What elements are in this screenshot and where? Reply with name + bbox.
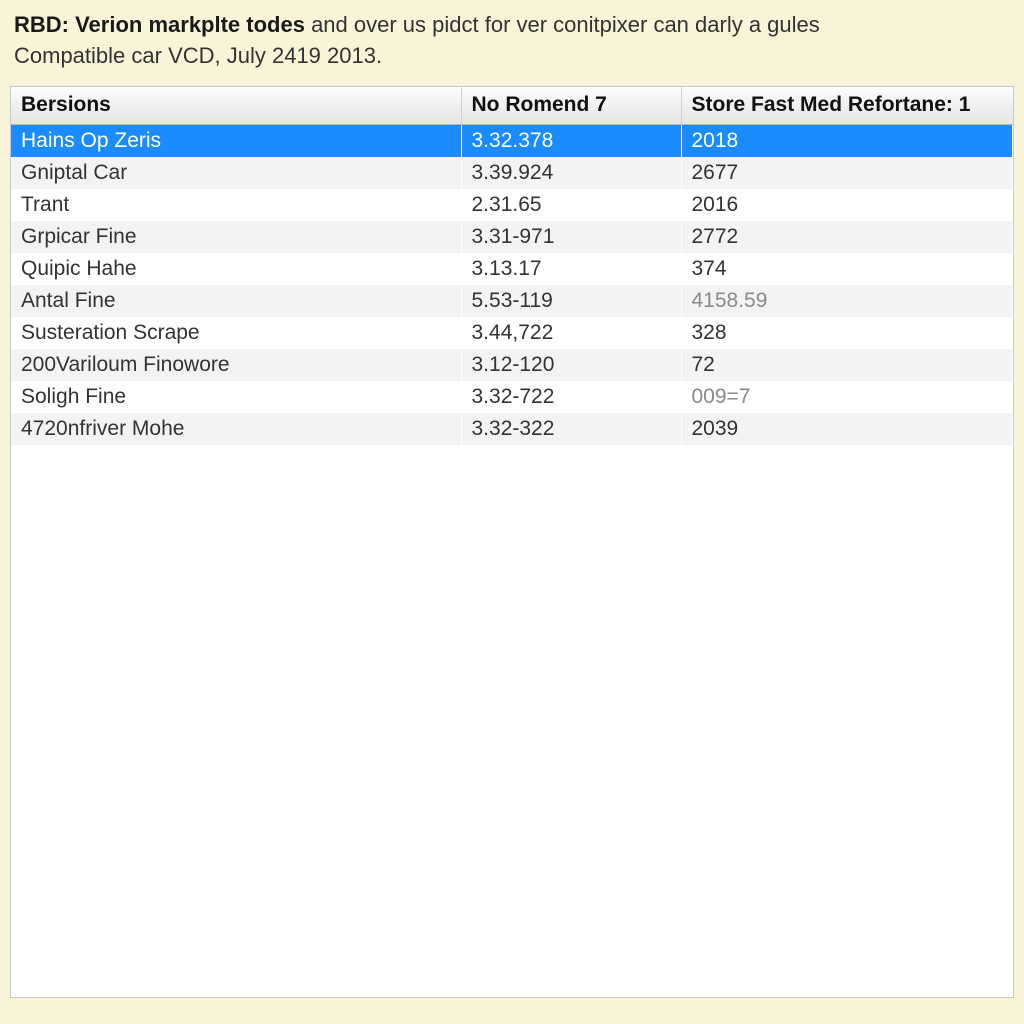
cell-versions: Soligh Fine [11, 381, 461, 413]
cell-romend: 3.32-722 [461, 381, 681, 413]
cell-store: 2039 [681, 413, 1013, 445]
table-row[interactable]: Trant2.31.652016 [11, 189, 1013, 221]
cell-versions: 4720nfriver Mohe [11, 413, 461, 445]
cell-store: 2677 [681, 157, 1013, 189]
column-header-versions[interactable]: Bersions [11, 87, 461, 125]
cell-romend: 3.39.924 [461, 157, 681, 189]
header-title-bold: RBD: Verion markplte todes [14, 12, 305, 37]
cell-versions: Susteration Scrape [11, 317, 461, 349]
table-row[interactable]: Susteration Scrape3.44,722328 [11, 317, 1013, 349]
versions-table-panel: Bersions No Romend 7 Store Fast Med Refo… [10, 86, 1014, 998]
cell-versions: Antal Fine [11, 285, 461, 317]
cell-store: 328 [681, 317, 1013, 349]
table-row[interactable]: Soligh Fine3.32-722009=7 [11, 381, 1013, 413]
cell-versions: Quipic Hahe [11, 253, 461, 285]
cell-store: 72 [681, 349, 1013, 381]
cell-romend: 3.32.378 [461, 124, 681, 157]
cell-store: 2018 [681, 124, 1013, 157]
table-row[interactable]: Antal Fine5.53-1194158.59 [11, 285, 1013, 317]
cell-romend: 3.31-971 [461, 221, 681, 253]
page-root: RBD: Verion markplte todes and over us p… [0, 0, 1024, 1024]
column-header-store[interactable]: Store Fast Med Refortane: 1 [681, 87, 1013, 125]
cell-store: 4158.59 [681, 285, 1013, 317]
table-row[interactable]: Gniptal Car3.39.9242677 [11, 157, 1013, 189]
cell-store: 2016 [681, 189, 1013, 221]
table-row[interactable]: 4720nfriver Mohe3.32-3222039 [11, 413, 1013, 445]
cell-store: 2772 [681, 221, 1013, 253]
cell-romend: 3.32-322 [461, 413, 681, 445]
cell-versions: Hains Op Zeris [11, 124, 461, 157]
table-body: Hains Op Zeris3.32.3782018Gniptal Car3.3… [11, 124, 1013, 445]
header-line1-rest: and over us pidct for ver conitpixer can… [305, 12, 820, 37]
table-header-row: Bersions No Romend 7 Store Fast Med Refo… [11, 87, 1013, 125]
cell-versions: Grpicar Fine [11, 221, 461, 253]
table-row[interactable]: Grpicar Fine3.31-9712772 [11, 221, 1013, 253]
column-header-romend[interactable]: No Romend 7 [461, 87, 681, 125]
versions-table: Bersions No Romend 7 Store Fast Med Refo… [11, 87, 1013, 445]
header-line2: Compatible car VCD, July 2419 2013. [14, 43, 382, 68]
table-row[interactable]: Quipic Hahe3.13.17374 [11, 253, 1013, 285]
cell-romend: 5.53-119 [461, 285, 681, 317]
header-description: RBD: Verion markplte todes and over us p… [10, 6, 1014, 86]
cell-versions: Gniptal Car [11, 157, 461, 189]
cell-romend: 3.12-120 [461, 349, 681, 381]
cell-store: 009=7 [681, 381, 1013, 413]
cell-romend: 3.44,722 [461, 317, 681, 349]
cell-romend: 3.13.17 [461, 253, 681, 285]
cell-versions: Trant [11, 189, 461, 221]
table-row[interactable]: 200Variloum Finowore3.12-12072 [11, 349, 1013, 381]
cell-versions: 200Variloum Finowore [11, 349, 461, 381]
cell-store: 374 [681, 253, 1013, 285]
table-row[interactable]: Hains Op Zeris3.32.3782018 [11, 124, 1013, 157]
cell-romend: 2.31.65 [461, 189, 681, 221]
